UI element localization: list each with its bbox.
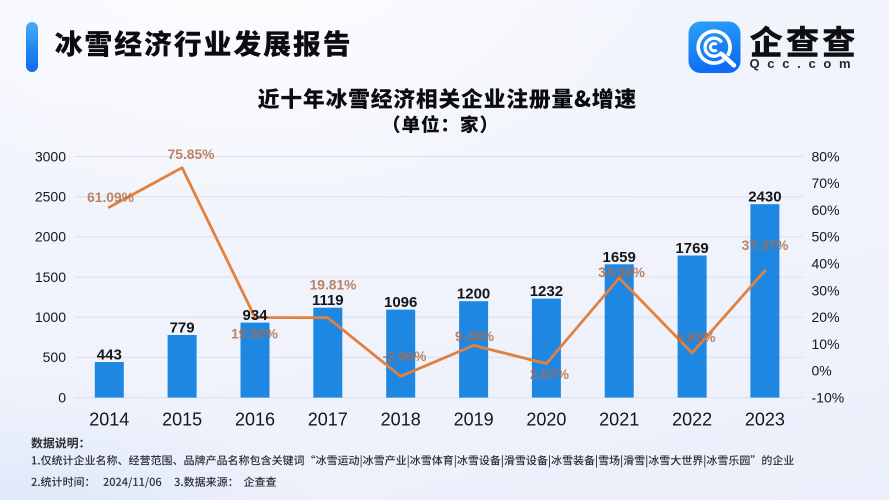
- svg-text:2.67%: 2.67%: [530, 367, 569, 382]
- svg-text:0: 0: [58, 389, 66, 405]
- svg-text:61.09%: 61.09%: [87, 190, 134, 205]
- svg-text:2500: 2500: [35, 189, 66, 205]
- svg-text:19.90%: 19.90%: [231, 327, 278, 342]
- svg-text:1769: 1769: [675, 240, 708, 257]
- svg-text:2023: 2023: [745, 409, 785, 429]
- svg-text:0%: 0%: [812, 363, 832, 379]
- svg-text:19.81%: 19.81%: [310, 277, 357, 292]
- svg-text:1200: 1200: [457, 286, 490, 303]
- svg-text:1096: 1096: [384, 294, 417, 311]
- svg-text:2021: 2021: [599, 409, 639, 429]
- svg-text:37.37%: 37.37%: [742, 238, 789, 253]
- svg-text:60%: 60%: [812, 202, 840, 218]
- svg-text:20%: 20%: [812, 309, 840, 325]
- svg-text:1119: 1119: [312, 292, 344, 309]
- svg-text:10%: 10%: [812, 336, 840, 352]
- svg-text:40%: 40%: [812, 256, 840, 272]
- svg-text:9.49%: 9.49%: [455, 329, 494, 344]
- svg-text:75.85%: 75.85%: [168, 147, 215, 162]
- svg-text:-10%: -10%: [812, 389, 845, 405]
- svg-text:443: 443: [97, 347, 122, 364]
- svg-text:1500: 1500: [35, 269, 66, 285]
- svg-text:1232: 1232: [530, 283, 563, 300]
- svg-text:779: 779: [170, 320, 195, 337]
- svg-text:50%: 50%: [812, 229, 840, 245]
- svg-text:1659: 1659: [603, 249, 636, 266]
- svg-text:2020: 2020: [526, 409, 566, 429]
- svg-text:2022: 2022: [672, 409, 712, 429]
- svg-text:2016: 2016: [235, 409, 275, 429]
- svg-text:2017: 2017: [308, 409, 348, 429]
- svg-text:2015: 2015: [162, 409, 202, 429]
- svg-text:500: 500: [43, 349, 67, 365]
- svg-text:70%: 70%: [812, 175, 840, 191]
- svg-text:6.63%: 6.63%: [676, 330, 715, 345]
- svg-text:2019: 2019: [454, 409, 494, 429]
- svg-text:2430: 2430: [748, 189, 781, 206]
- svg-text:80%: 80%: [812, 148, 840, 164]
- svg-text:2000: 2000: [35, 229, 66, 245]
- svg-text:34.66%: 34.66%: [598, 265, 645, 280]
- svg-text:934: 934: [242, 307, 268, 324]
- svg-text:1000: 1000: [35, 309, 66, 325]
- svg-text:2014: 2014: [89, 409, 129, 429]
- svg-text:-2.06%: -2.06%: [383, 349, 427, 364]
- svg-text:30%: 30%: [812, 282, 840, 298]
- svg-text:2018: 2018: [381, 409, 421, 429]
- svg-text:3000: 3000: [35, 148, 66, 164]
